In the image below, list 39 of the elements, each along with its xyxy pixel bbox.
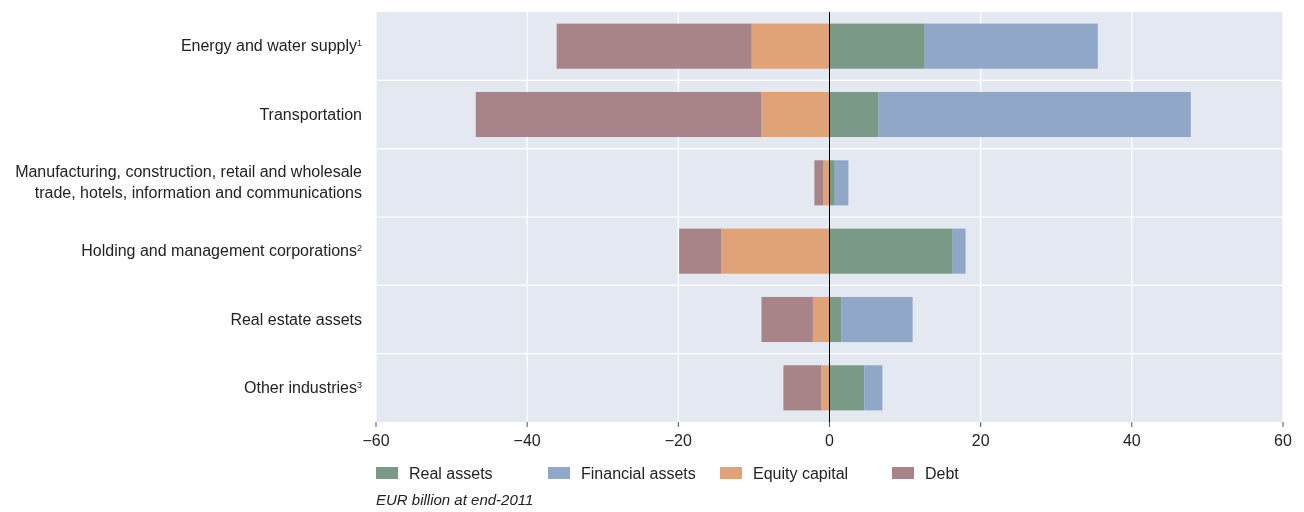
y-tick-label: Real estate assets: [230, 310, 362, 328]
x-tick-label: 20: [971, 432, 990, 449]
bar: [841, 296, 913, 343]
bar: [864, 365, 883, 411]
bar: [814, 160, 824, 206]
legend-label: Equity capital: [753, 465, 849, 482]
bar: [834, 160, 849, 206]
y-tick-label: Transportation: [259, 105, 362, 123]
bar: [761, 91, 830, 138]
bar: [751, 23, 830, 69]
legend-label: Real assets: [409, 465, 493, 482]
bar: [829, 296, 842, 343]
bar: [475, 91, 762, 138]
bar: [812, 296, 830, 343]
bar: [924, 23, 1098, 69]
x-tick-label: 0: [825, 432, 835, 449]
y-tick-label: Energy and water supply$^{1}$: [180, 37, 362, 55]
x-tick-label: 40: [1122, 432, 1141, 449]
bar: [679, 228, 722, 274]
bar: [952, 228, 966, 274]
bar: [829, 365, 865, 411]
y-tick-label: Holding and management corporations$^{2}$: [81, 242, 362, 260]
bar: [829, 23, 925, 69]
y-tick-label: Other industries$^{3}$: [244, 378, 362, 396]
x-tick-label: −40: [513, 432, 541, 449]
bar: [878, 91, 1191, 138]
text: EUR billion at end-2011: [376, 491, 534, 508]
bar: [556, 23, 752, 69]
legend-label: Debt: [925, 465, 960, 482]
x-tick-label: 60: [1274, 432, 1292, 449]
bar: [783, 365, 822, 411]
bar: [829, 228, 953, 274]
y-tick-label: Manufacturing, construction, retail and wholesale trade, hotels, information and communications: [15, 163, 363, 202]
x-tick-label: −20: [664, 432, 693, 449]
bar: [829, 91, 879, 138]
bar: [761, 296, 813, 343]
x-tick-label: −60: [362, 432, 390, 449]
legend-label: Financial assets: [581, 465, 696, 482]
bar: [721, 228, 830, 274]
